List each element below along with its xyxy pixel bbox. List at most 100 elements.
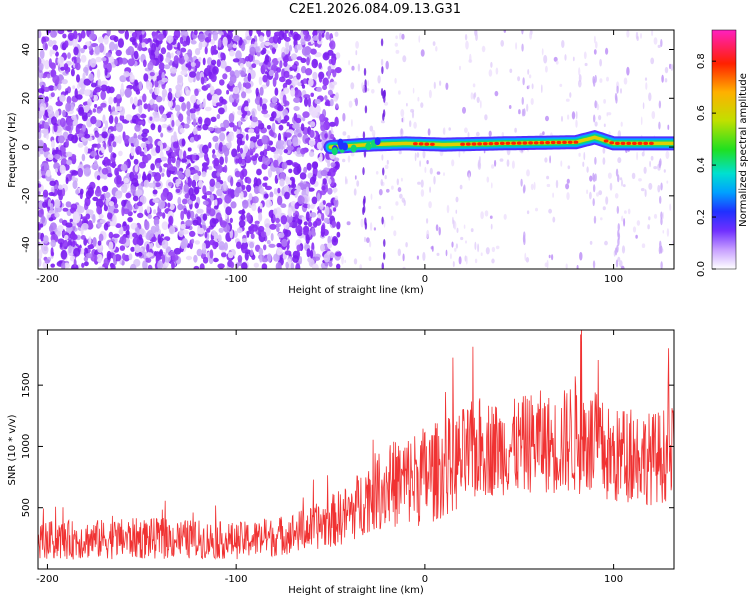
noise-blob bbox=[452, 216, 454, 225]
noise-blob bbox=[292, 255, 299, 263]
noise-blob bbox=[84, 146, 89, 155]
noise-blob bbox=[304, 34, 311, 42]
noise-blob bbox=[320, 244, 325, 252]
noise-streak bbox=[521, 96, 524, 105]
noise-blob bbox=[226, 89, 230, 95]
noise-blob bbox=[212, 257, 219, 263]
noise-blob bbox=[399, 128, 404, 137]
noise-blob bbox=[283, 87, 290, 94]
noise-blob bbox=[302, 111, 310, 118]
noise-blob bbox=[335, 92, 339, 100]
noise-blob bbox=[249, 241, 255, 249]
noise-blob bbox=[378, 189, 383, 196]
noise-blob bbox=[138, 234, 143, 241]
noise-blob bbox=[459, 65, 461, 71]
noise-blob bbox=[121, 57, 128, 65]
noise-blob bbox=[72, 85, 76, 90]
noise-blob bbox=[214, 199, 218, 206]
noise-blob bbox=[261, 134, 268, 145]
noise-blob bbox=[43, 121, 50, 130]
noise-streak bbox=[660, 39, 663, 48]
noise-blob bbox=[288, 74, 294, 80]
noise-blob bbox=[149, 116, 153, 121]
noise-blob bbox=[301, 216, 307, 221]
noise-blob bbox=[105, 52, 112, 58]
noise-blob bbox=[217, 234, 222, 243]
noise-blob bbox=[280, 203, 287, 208]
noise-blob bbox=[347, 135, 351, 139]
noise-blob bbox=[446, 204, 450, 214]
noise-streak bbox=[381, 262, 384, 269]
noise-blob bbox=[153, 172, 162, 182]
noise-blob bbox=[305, 234, 310, 245]
noise-blob bbox=[191, 179, 197, 188]
noise-blob bbox=[92, 108, 97, 113]
signal-hot-spot bbox=[545, 141, 550, 145]
noise-blob bbox=[159, 54, 164, 62]
noise-blob bbox=[455, 243, 458, 249]
noise-blob bbox=[463, 224, 466, 229]
noise-blob bbox=[186, 101, 191, 111]
noise-blob bbox=[359, 264, 362, 269]
noise-blob bbox=[329, 252, 335, 259]
noise-blob bbox=[92, 237, 97, 247]
noise-blob bbox=[77, 133, 84, 138]
noise-blob bbox=[222, 73, 228, 80]
noise-blob bbox=[429, 167, 433, 175]
noise-blob bbox=[75, 124, 80, 135]
noise-blob bbox=[221, 252, 227, 258]
noise-blob bbox=[108, 115, 114, 124]
noise-blob bbox=[495, 67, 499, 75]
noise-blob bbox=[564, 54, 567, 61]
noise-blob bbox=[123, 71, 130, 78]
noise-blob bbox=[48, 225, 54, 233]
noise-blob bbox=[416, 255, 419, 260]
noise-blob bbox=[262, 182, 267, 187]
noise-blob bbox=[216, 59, 221, 68]
noise-blob bbox=[139, 34, 143, 43]
noise-blob bbox=[474, 92, 477, 98]
noise-blob bbox=[194, 88, 199, 97]
noise-blob bbox=[327, 235, 332, 245]
noise-blob bbox=[567, 165, 571, 170]
noise-blob bbox=[269, 223, 277, 230]
noise-blob bbox=[490, 223, 493, 230]
noise-blob bbox=[84, 261, 89, 267]
noise-blob bbox=[77, 142, 84, 148]
colorbar-ticks: 0.0 0.2 0.4 0.6 0.8 bbox=[696, 53, 716, 277]
noise-blob bbox=[279, 60, 283, 69]
noise-blob bbox=[65, 222, 73, 228]
noise-blob bbox=[205, 84, 211, 89]
noise-blob bbox=[232, 58, 240, 63]
noise-blob bbox=[320, 224, 325, 233]
noise-blob bbox=[651, 111, 656, 119]
noise-blob bbox=[273, 253, 280, 262]
noise-blob bbox=[117, 38, 124, 48]
noise-blob bbox=[105, 192, 111, 199]
spectrogram-x-tick-label: 0 bbox=[422, 274, 428, 285]
noise-blob bbox=[206, 204, 212, 214]
snr-x-tick-label: -100 bbox=[225, 574, 248, 585]
noise-blob bbox=[96, 143, 101, 150]
noise-blob bbox=[669, 203, 672, 211]
noise-blob bbox=[147, 264, 153, 269]
noise-blob bbox=[422, 149, 426, 159]
noise-blob bbox=[69, 255, 76, 262]
noise-blob bbox=[123, 177, 130, 184]
noise-blob bbox=[183, 150, 187, 160]
noise-blob bbox=[357, 63, 361, 72]
noise-blob bbox=[269, 191, 274, 198]
noise-blob bbox=[97, 266, 106, 269]
noise-blob bbox=[152, 111, 160, 117]
noise-blob bbox=[143, 179, 150, 188]
noise-blob bbox=[239, 147, 243, 154]
noise-blob bbox=[210, 116, 217, 123]
noise-blob bbox=[233, 35, 241, 42]
noise-blob bbox=[106, 85, 111, 94]
noise-blob bbox=[398, 150, 402, 155]
noise-blob bbox=[193, 117, 197, 128]
noise-blob bbox=[277, 105, 284, 112]
noise-blob bbox=[526, 210, 530, 215]
signal-hot-spot bbox=[550, 140, 556, 145]
noise-blob bbox=[322, 178, 327, 185]
